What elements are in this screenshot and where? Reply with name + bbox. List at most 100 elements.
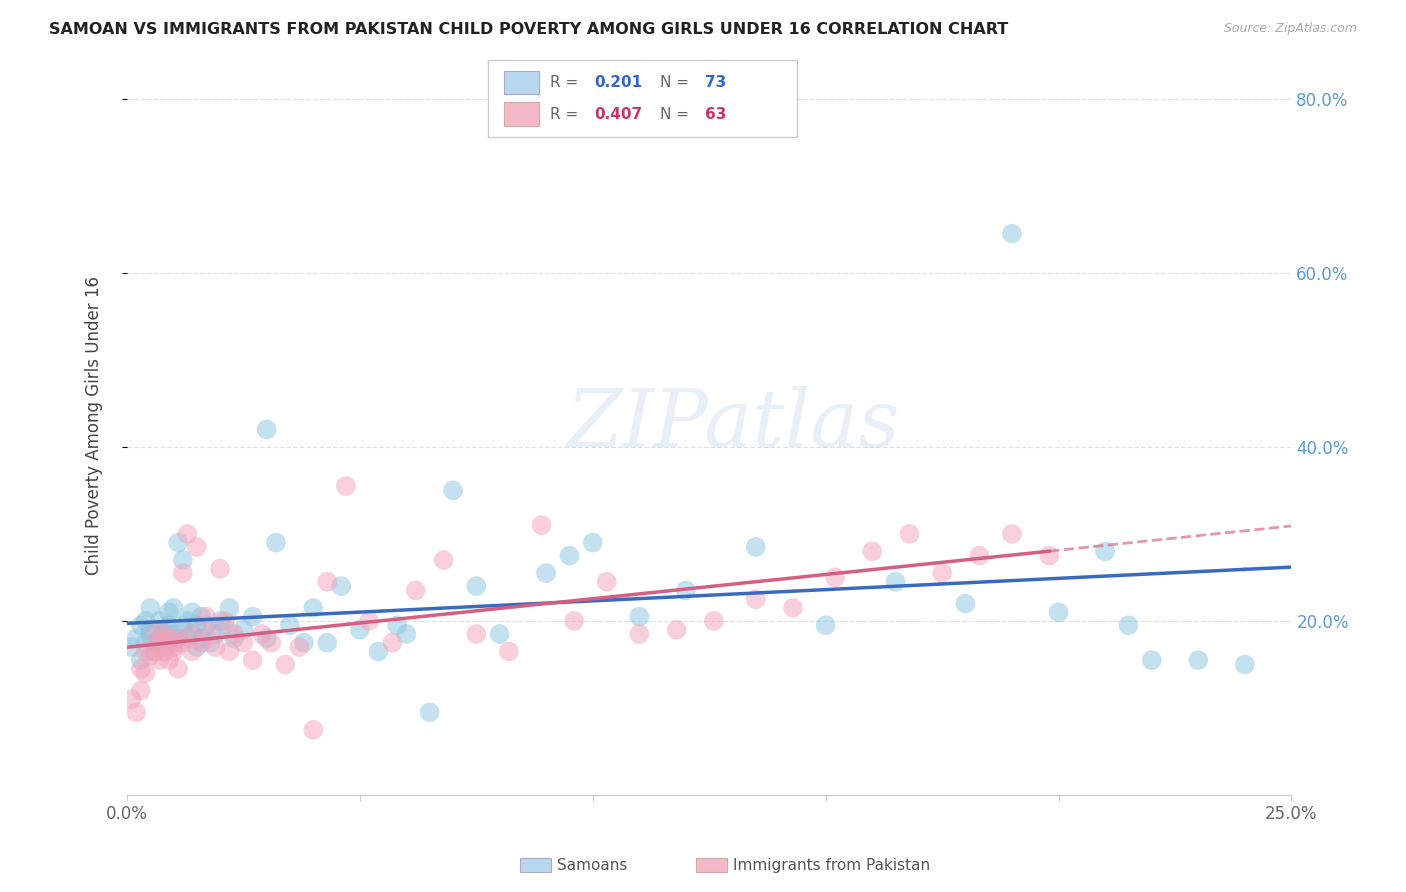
Point (302, 723, 325, 737)
FancyBboxPatch shape (505, 103, 538, 126)
Point (153, 644, 176, 658)
Point (139, 627, 162, 641)
Text: 0.201: 0.201 (593, 75, 643, 90)
Point (242, 653, 264, 667)
Point (167, 662, 190, 676)
Point (264, 535, 287, 549)
Point (433, 553, 456, 567)
Point (181, 627, 204, 641)
Point (1118, 618, 1140, 632)
Point (157, 632, 180, 646)
Point (367, 644, 389, 658)
Point (125, 706, 148, 720)
Point (260, 636, 283, 650)
Point (129, 618, 152, 632)
Point (218, 644, 240, 658)
Point (176, 614, 198, 628)
Point (139, 648, 162, 663)
Point (157, 605, 180, 619)
Point (782, 601, 804, 615)
Point (419, 706, 441, 720)
Point (534, 566, 557, 580)
Point (186, 618, 208, 632)
Point (181, 627, 204, 641)
Point (222, 627, 245, 641)
Point (157, 618, 180, 632)
Point (190, 636, 212, 650)
Point (824, 570, 846, 584)
Point (349, 623, 371, 637)
Point (232, 623, 254, 637)
Text: 0.407: 0.407 (593, 107, 643, 122)
Point (405, 583, 427, 598)
Text: N =: N = (661, 107, 695, 122)
Point (242, 609, 264, 624)
Point (441, 483, 464, 498)
Text: Samoans: Samoans (557, 858, 627, 872)
Point (162, 636, 184, 650)
Point (1140, 653, 1163, 667)
Point (628, 627, 651, 641)
Point (143, 636, 166, 650)
Point (121, 640, 143, 654)
Point (186, 540, 208, 554)
Point (172, 618, 194, 632)
Point (148, 632, 170, 646)
Point (209, 614, 232, 628)
Point (898, 527, 921, 541)
Point (139, 623, 162, 637)
Point (1047, 605, 1070, 619)
Point (628, 609, 651, 624)
Point (167, 632, 190, 646)
Point (814, 618, 837, 632)
Point (162, 644, 184, 658)
Point (129, 662, 152, 676)
Point (214, 618, 236, 632)
Point (214, 614, 236, 628)
Point (153, 640, 176, 654)
Y-axis label: Child Poverty Among Girls Under 16: Child Poverty Among Girls Under 16 (86, 276, 103, 574)
Text: ZIPatlas: ZIPatlas (565, 386, 900, 464)
Point (204, 627, 226, 641)
Point (129, 653, 152, 667)
Point (703, 614, 725, 628)
Point (860, 544, 883, 558)
Point (162, 640, 184, 654)
Point (302, 601, 325, 615)
Point (465, 579, 488, 593)
Point (222, 632, 245, 646)
Point (167, 632, 190, 646)
Point (288, 640, 311, 654)
Text: 73: 73 (704, 75, 725, 90)
Point (162, 601, 184, 615)
Point (148, 653, 170, 667)
Point (153, 623, 176, 637)
Point (562, 614, 585, 628)
FancyBboxPatch shape (505, 70, 538, 95)
Point (558, 549, 581, 563)
Text: R =: R = (550, 75, 582, 90)
Point (200, 636, 222, 650)
Point (135, 666, 157, 681)
Point (121, 692, 143, 706)
Point (316, 574, 339, 589)
Point (330, 579, 353, 593)
Point (209, 562, 232, 576)
Point (596, 574, 619, 589)
Text: R =: R = (550, 107, 582, 122)
Point (955, 597, 977, 611)
Point (190, 632, 212, 646)
Point (498, 644, 520, 658)
Point (385, 618, 408, 632)
Point (665, 623, 688, 637)
Point (256, 632, 278, 646)
Point (582, 535, 605, 549)
Point (162, 627, 184, 641)
Point (1233, 657, 1256, 672)
Point (143, 627, 166, 641)
Point (172, 566, 194, 580)
Point (488, 627, 510, 641)
Point (148, 614, 170, 628)
Text: N =: N = (661, 75, 695, 90)
Point (176, 632, 198, 646)
